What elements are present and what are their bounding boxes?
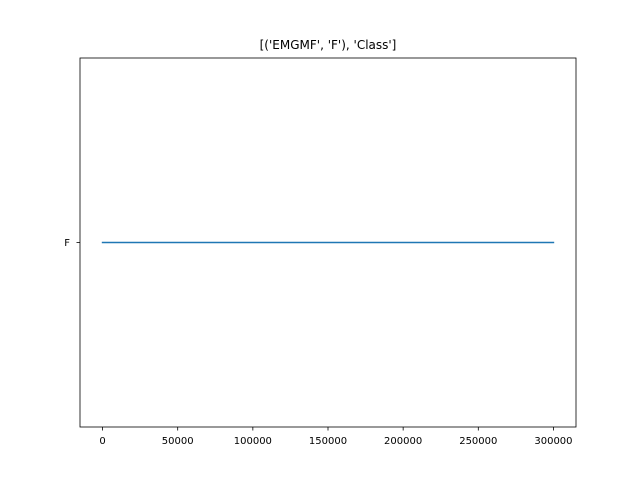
x-tick-label: 250000	[459, 436, 497, 447]
x-axis-ticks: 0 50000 100000 150000 200000 250000 300000	[99, 427, 573, 447]
x-tick-label: 50000	[162, 436, 194, 447]
x-tick-label: 100000	[234, 436, 272, 447]
x-tick-label: 200000	[384, 436, 422, 447]
y-axis-ticks: F	[64, 238, 80, 249]
y-tick-label: F	[64, 238, 70, 249]
x-tick-label: 150000	[309, 436, 347, 447]
plot-area-frame	[79, 57, 577, 428]
chart-title: [('EMGMF', 'F'), 'Class']	[260, 38, 397, 52]
x-tick-label: 300000	[534, 436, 572, 447]
x-tick-label: 0	[99, 436, 105, 447]
